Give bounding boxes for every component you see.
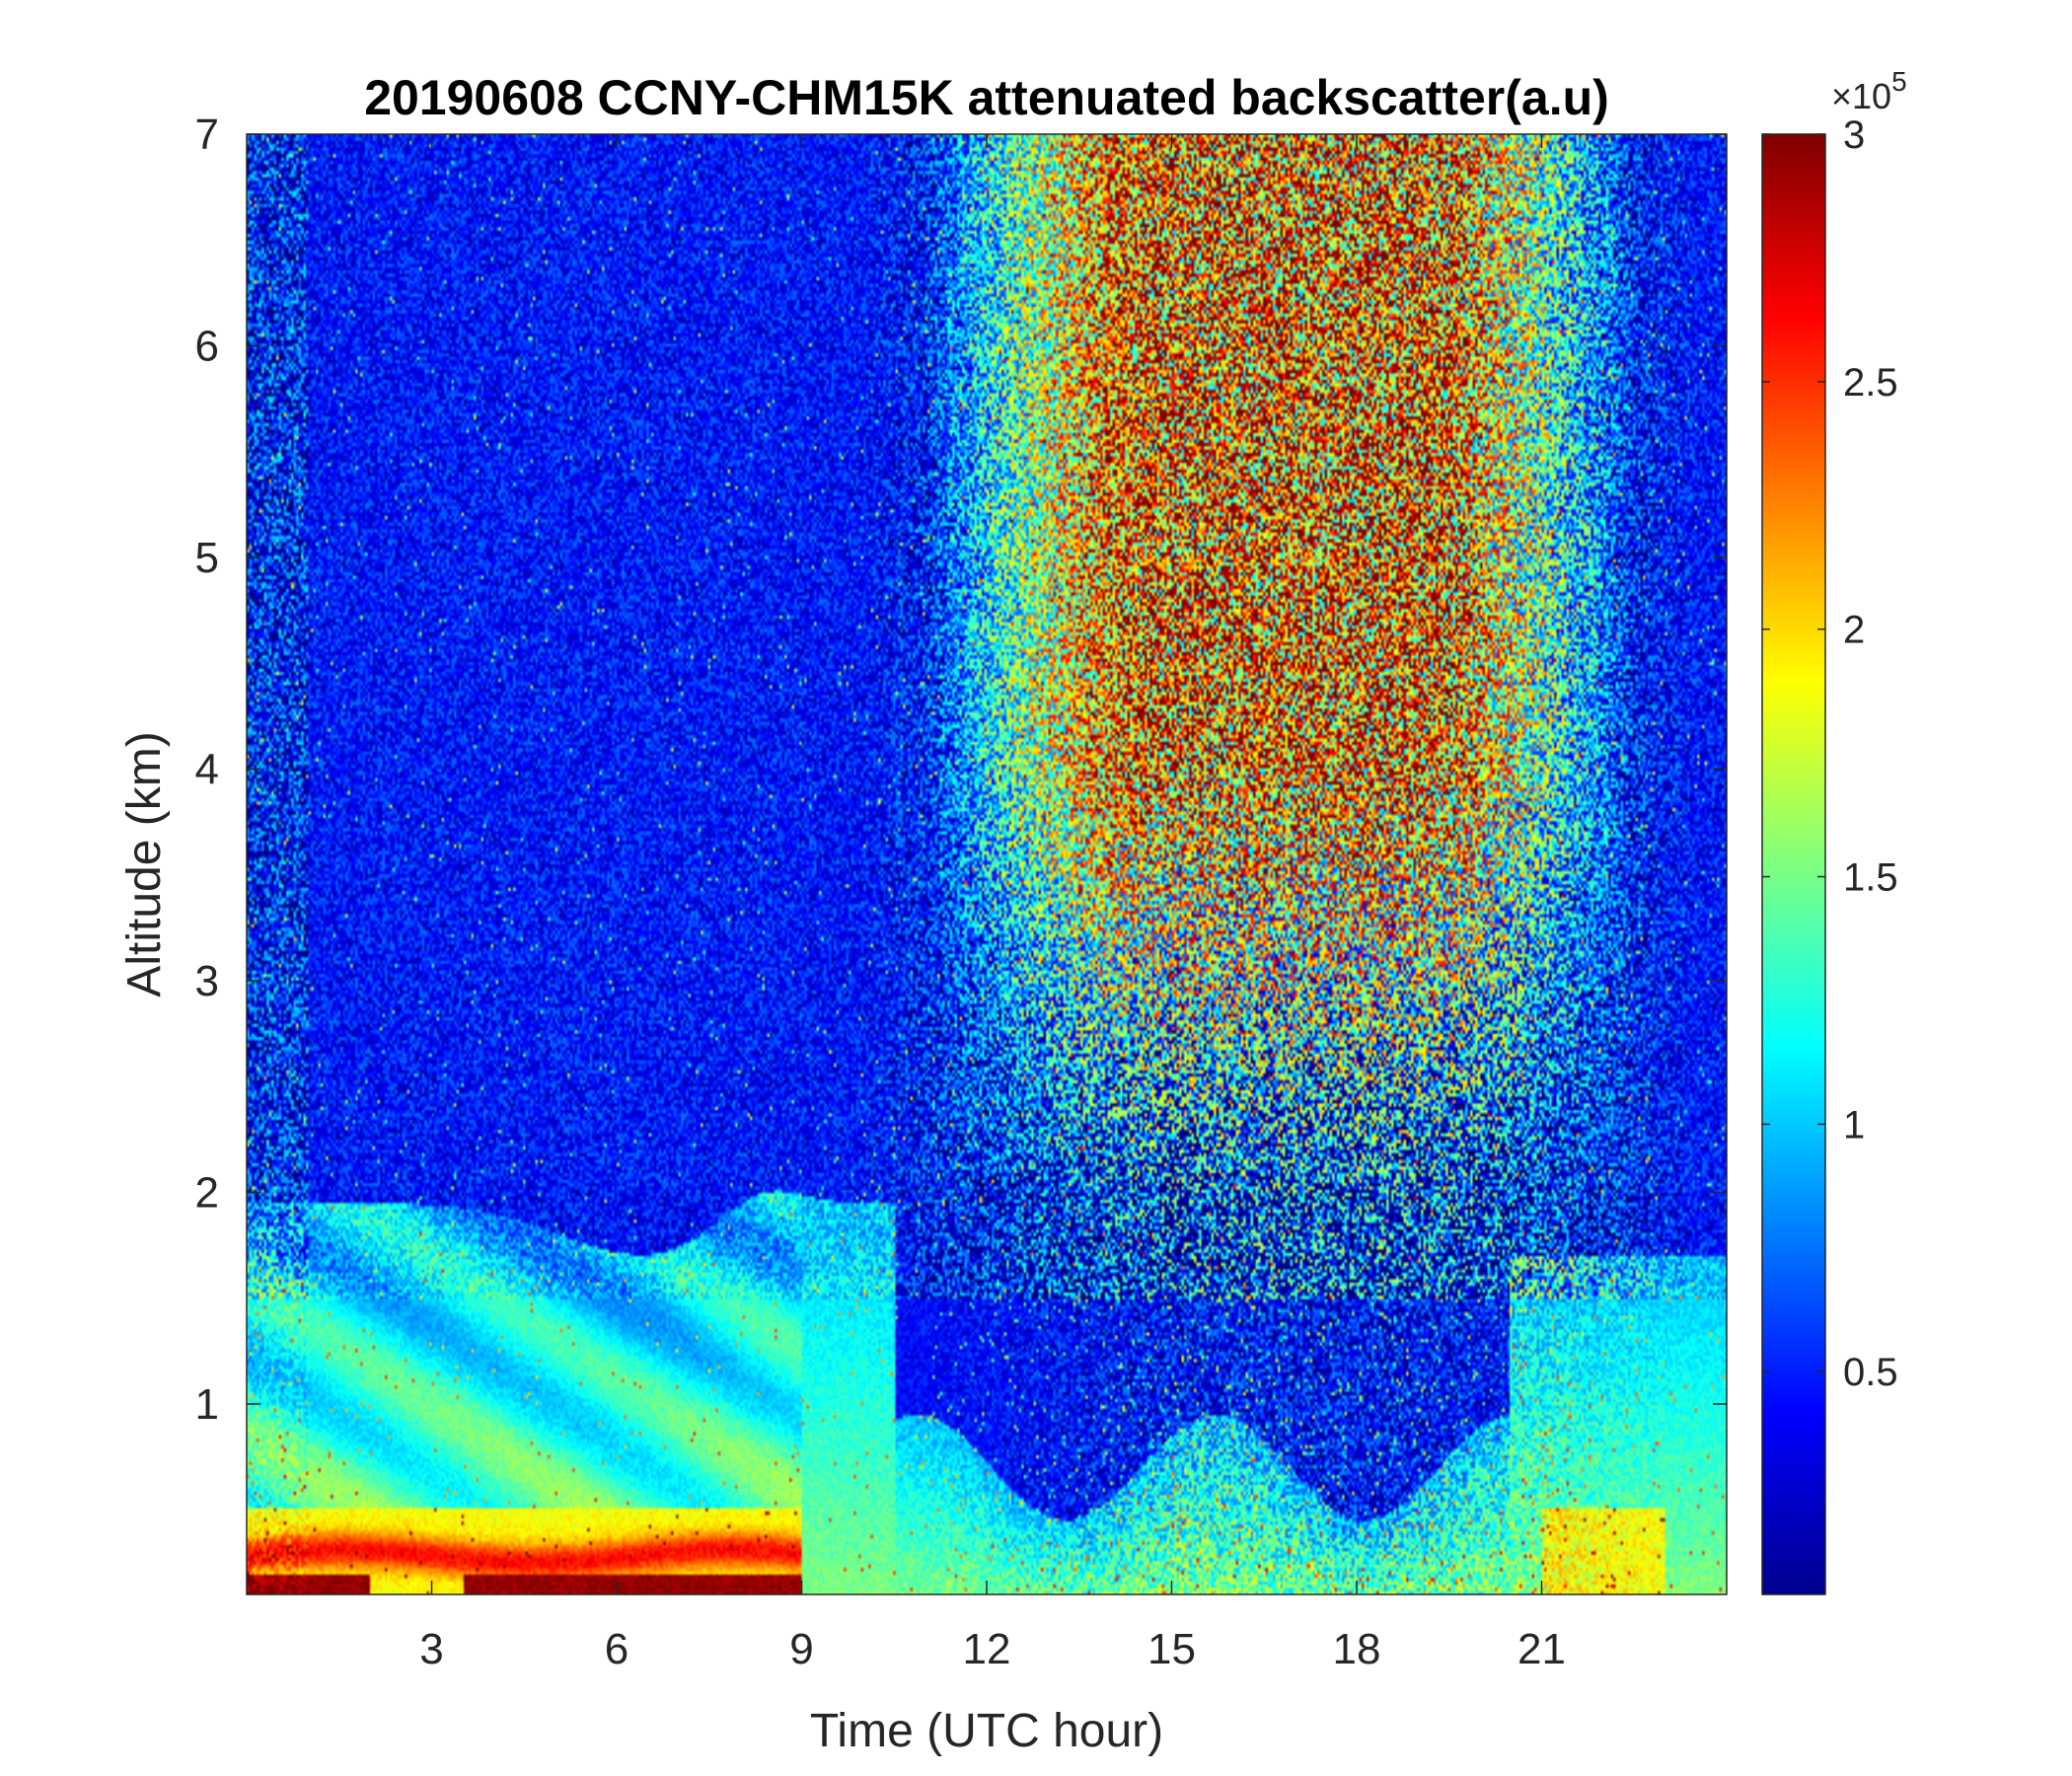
colorbar-gradient bbox=[1761, 133, 1826, 1595]
y-tick-label: 3 bbox=[195, 957, 219, 1005]
colorbar-exponent: ×105 bbox=[1831, 66, 1907, 116]
colorbar-tick-label: 0.5 bbox=[1843, 1351, 1898, 1394]
x-tick-label: 3 bbox=[419, 1625, 443, 1673]
colorbar-tick-label: 3 bbox=[1843, 113, 1865, 157]
x-axis: 3 6 9 12 15 18 21 bbox=[419, 134, 1566, 1673]
colorbar-ticks: 0.5 1 1.5 2 2.5 3 bbox=[1762, 113, 1898, 1394]
y-tick-label: 5 bbox=[195, 534, 219, 582]
y-tick-label: 7 bbox=[195, 111, 219, 159]
colorbar-tick-label: 1.5 bbox=[1843, 856, 1898, 900]
x-tick-label: 12 bbox=[963, 1625, 1011, 1673]
colorbar-tick-label: 2 bbox=[1843, 609, 1865, 652]
backscatter-heatmap bbox=[247, 134, 1727, 1594]
x-tick-label: 21 bbox=[1517, 1625, 1566, 1673]
y-tick-label: 2 bbox=[195, 1168, 219, 1217]
y-axis-label: Altitude (km) bbox=[118, 731, 171, 997]
x-axis-label: Time (UTC hour) bbox=[810, 1705, 1163, 1757]
colorbar-tick-label: 2.5 bbox=[1843, 361, 1898, 405]
y-axis: 1 2 3 4 5 6 7 bbox=[195, 111, 1727, 1429]
x-tick-label: 6 bbox=[605, 1625, 629, 1673]
colorbar-exponent-power: 5 bbox=[1891, 66, 1907, 97]
colorbar-exponent-base: ×10 bbox=[1831, 76, 1891, 116]
y-tick-label: 6 bbox=[195, 322, 219, 370]
plot-area bbox=[246, 133, 1728, 1595]
y-tick-label: 1 bbox=[195, 1380, 219, 1429]
chart-title: 20190608 CCNY-CHM15K attenuated backscat… bbox=[364, 70, 1609, 125]
x-tick-label: 18 bbox=[1333, 1625, 1381, 1673]
colorbar-tick-label: 1 bbox=[1843, 1103, 1865, 1147]
y-tick-label: 4 bbox=[195, 745, 219, 793]
x-tick-label: 15 bbox=[1147, 1625, 1196, 1673]
x-tick-label: 9 bbox=[789, 1625, 813, 1673]
colorbar: 0.5 1 1.5 2 2.5 3 ×105 bbox=[1761, 66, 1907, 1595]
